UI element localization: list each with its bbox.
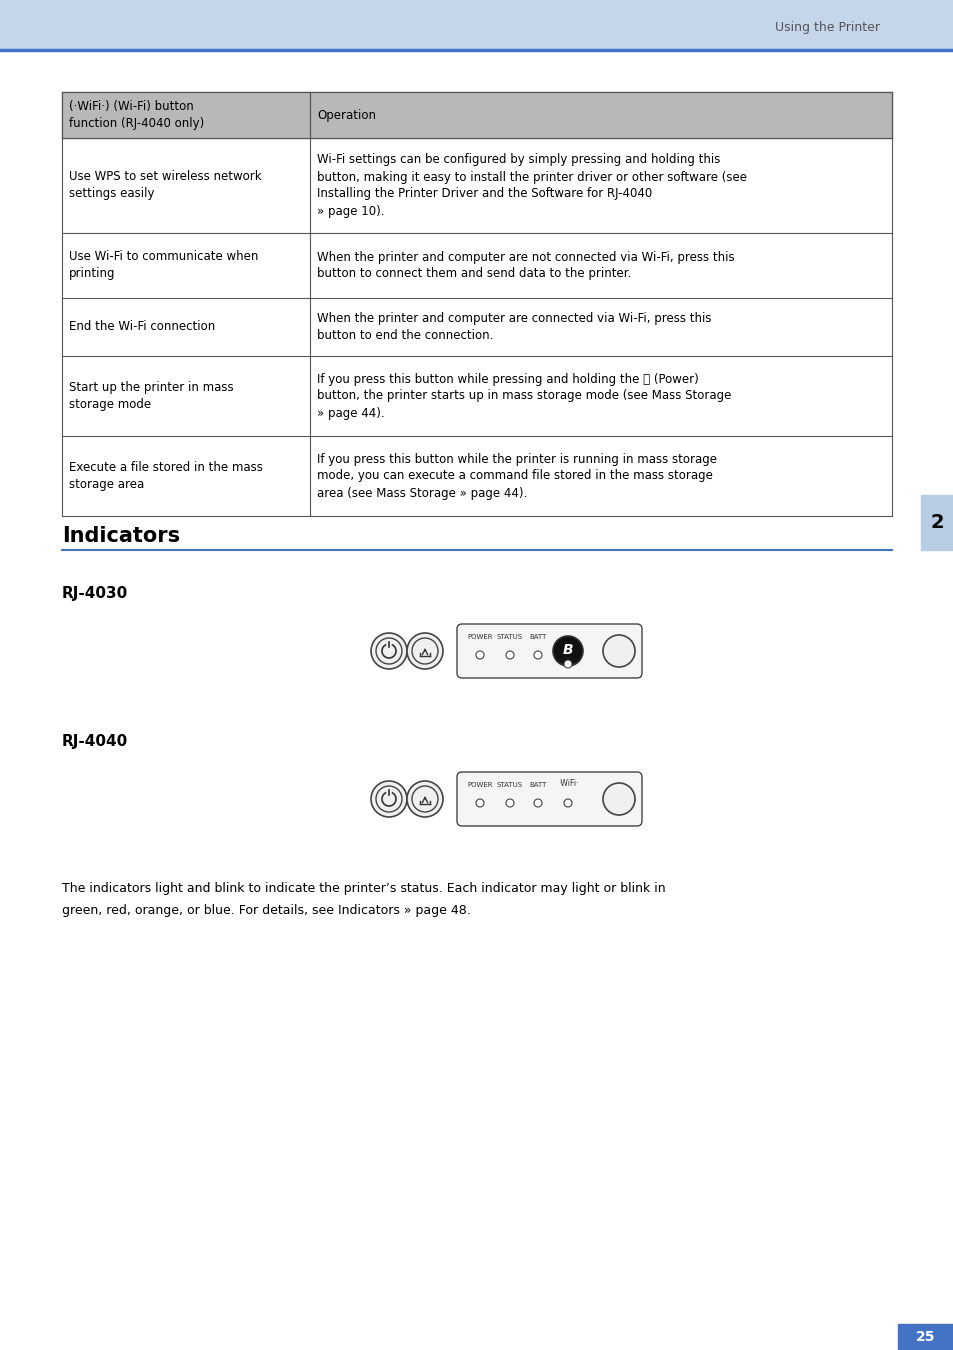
Text: POWER: POWER: [467, 782, 493, 788]
Circle shape: [534, 799, 541, 807]
Text: BATT: BATT: [529, 634, 546, 640]
Circle shape: [563, 660, 572, 668]
Text: When the printer and computer are not connected via Wi-Fi, press this
button to : When the printer and computer are not co…: [316, 251, 734, 281]
FancyBboxPatch shape: [456, 624, 641, 678]
Text: (·WiFi·) (Wi-Fi) button
function (RJ-4040 only): (·WiFi·) (Wi-Fi) button function (RJ-404…: [69, 100, 204, 130]
Text: The indicators light and blink to indicate the printer’s status. Each indicator : The indicators light and blink to indica…: [62, 882, 665, 895]
Text: RJ-4030: RJ-4030: [62, 586, 128, 601]
Text: Execute a file stored in the mass
storage area: Execute a file stored in the mass storag…: [69, 460, 263, 491]
Circle shape: [412, 786, 437, 811]
Text: Using the Printer: Using the Printer: [774, 20, 879, 34]
Text: green, red, orange, or blue. For details, see Indicators » page 48.: green, red, orange, or blue. For details…: [62, 904, 470, 917]
Text: RJ-4040: RJ-4040: [62, 734, 128, 749]
Circle shape: [602, 634, 635, 667]
Circle shape: [407, 633, 442, 670]
Text: End the Wi-Fi connection: End the Wi-Fi connection: [69, 320, 215, 333]
Text: 2: 2: [929, 513, 943, 532]
Text: ·WiFi·: ·WiFi·: [558, 779, 578, 788]
Circle shape: [371, 633, 407, 670]
Circle shape: [476, 651, 483, 659]
Text: B: B: [562, 643, 573, 657]
Bar: [62, 92, 891, 138]
Circle shape: [602, 783, 635, 815]
Circle shape: [534, 651, 541, 659]
Bar: [897, 1324, 953, 1350]
Circle shape: [407, 782, 442, 817]
Circle shape: [375, 639, 401, 664]
Text: BATT: BATT: [529, 782, 546, 788]
Text: Use Wi-Fi to communicate when
printing: Use Wi-Fi to communicate when printing: [69, 251, 258, 281]
Circle shape: [505, 651, 514, 659]
Text: When the printer and computer are connected via Wi-Fi, press this
button to end : When the printer and computer are connec…: [316, 312, 711, 342]
Text: POWER: POWER: [467, 634, 493, 640]
Text: STATUS: STATUS: [497, 634, 522, 640]
Circle shape: [553, 636, 582, 666]
Bar: [0, 0, 953, 50]
Text: Use WPS to set wireless network
settings easily: Use WPS to set wireless network settings…: [69, 170, 261, 201]
Text: Start up the printer in mass
storage mode: Start up the printer in mass storage mod…: [69, 381, 233, 410]
Text: STATUS: STATUS: [497, 782, 522, 788]
Text: Wi-Fi settings can be configured by simply pressing and holding this
button, mak: Wi-Fi settings can be configured by simp…: [316, 154, 746, 217]
Text: Operation: Operation: [316, 108, 375, 122]
Circle shape: [505, 799, 514, 807]
Circle shape: [371, 782, 407, 817]
Circle shape: [563, 799, 572, 807]
Circle shape: [375, 786, 401, 811]
Circle shape: [412, 639, 437, 664]
Text: If you press this button while the printer is running in mass storage
mode, you : If you press this button while the print…: [316, 452, 717, 499]
Circle shape: [476, 799, 483, 807]
Text: If you press this button while pressing and holding the ⏻ (Power)
button, the pr: If you press this button while pressing …: [316, 373, 731, 420]
FancyBboxPatch shape: [456, 772, 641, 826]
Text: 25: 25: [915, 1330, 935, 1345]
Bar: [920, 495, 953, 549]
Text: Indicators: Indicators: [62, 526, 180, 545]
